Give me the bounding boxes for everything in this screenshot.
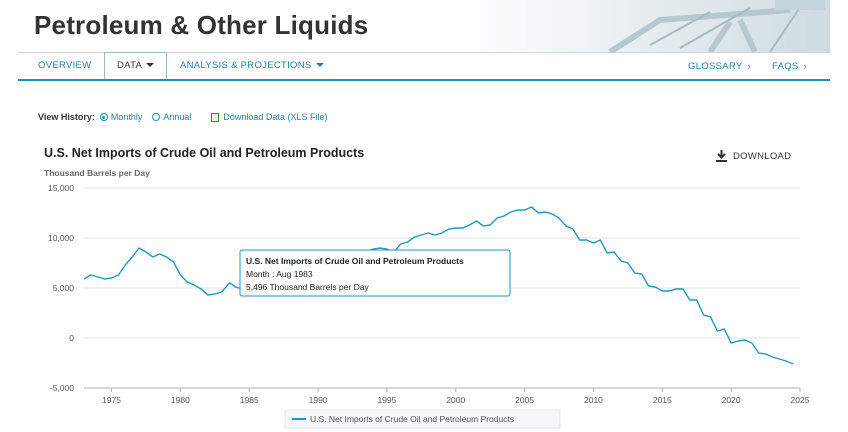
x-tick-label: 1975 — [102, 395, 121, 405]
x-tick-label: 2020 — [722, 395, 741, 405]
legend-box — [284, 409, 561, 429]
x-tick-label: 2015 — [653, 395, 672, 405]
y-tick-label: 15,000 — [48, 183, 74, 193]
y-tick-label: -5,000 — [50, 383, 74, 393]
chevron-right-icon: › — [803, 61, 807, 71]
line-chart: 15,000 10,000 5,000 0 -5,000 1975 1980 1985 199… — [48, 183, 810, 429]
view-history-label: View History: — [38, 112, 95, 122]
tooltip-month: Month : Aug 1983 — [246, 269, 313, 279]
download-button[interactable]: DOWNLOAD — [716, 150, 791, 162]
legend-label: U.S. Net Imports of Crude Oil and Petrol… — [310, 414, 514, 424]
chart-title: U.S. Net Imports of Crude Oil and Petrol… — [44, 146, 365, 160]
x-tick-label: 2000 — [446, 395, 465, 405]
x-tick-label: 2025 — [791, 395, 810, 405]
tooltip-box — [239, 249, 511, 297]
download-xls-link[interactable]: Download Data (XLS File) — [223, 112, 328, 122]
tooltip-title: U.S. Net Imports of Crude Oil and Petrol… — [246, 256, 464, 266]
nav-glossary[interactable]: GLOSSARY › — [688, 53, 751, 79]
nav-glossary-label: GLOSSARY — [688, 61, 743, 72]
nav-faqs-label: FAQS — [772, 61, 799, 72]
chart-unit-label: Thousand Barrels per Day — [44, 168, 150, 178]
monthly-option[interactable]: Monthly — [99, 112, 143, 122]
series-line[interactable] — [83, 206, 794, 365]
download-label: DOWNLOAD — [733, 150, 792, 162]
nav-faqs[interactable]: FAQS › — [772, 53, 807, 79]
spreadsheet-icon — [211, 112, 220, 122]
caret-down-icon — [146, 63, 155, 68]
view-history-row: View History: Monthly Annual Download Da… — [38, 110, 327, 124]
nav-data-label: DATA — [117, 60, 143, 71]
main-nav: OVERVIEW DATA ANALYSIS & PROJECTIONS GLO… — [18, 52, 830, 81]
x-tick-label: 1985 — [240, 395, 259, 405]
site-header: Petroleum & Other Liquids — [18, 0, 830, 52]
x-tick-label: 2005 — [515, 395, 534, 405]
y-tick-label: 0 — [69, 333, 74, 343]
tooltip-value: 5,496 Thousand Barrels per Day — [246, 282, 369, 292]
site-title: Petroleum & Other Liquids — [34, 10, 369, 40]
y-tick-label: 5,000 — [53, 283, 75, 293]
annual-label: Annual — [163, 112, 192, 122]
x-tick-label: 2010 — [584, 395, 603, 405]
oil-rig-graphic — [608, 0, 825, 52]
tooltip: U.S. Net Imports of Crude Oil and Petrol… — [239, 249, 511, 297]
legend[interactable]: U.S. Net Imports of Crude Oil and Petrol… — [284, 409, 561, 429]
download-icon — [716, 150, 727, 162]
nav-overview-label: OVERVIEW — [38, 60, 92, 71]
chevron-right-icon: › — [747, 61, 751, 71]
annual-radio[interactable] — [152, 113, 161, 121]
x-tick-label: 1995 — [377, 395, 396, 405]
nav-data[interactable]: DATA — [104, 52, 168, 79]
monthly-radio[interactable] — [99, 113, 108, 121]
nav-analysis-label: ANALYSIS & PROJECTIONS — [180, 60, 312, 71]
x-tick-label: 1990 — [309, 395, 328, 405]
annual-option[interactable]: Annual — [152, 112, 191, 122]
nav-overview[interactable]: OVERVIEW — [38, 53, 91, 79]
y-tick-label: 10,000 — [48, 233, 74, 243]
nav-analysis-projections[interactable]: ANALYSIS & PROJECTIONS — [180, 53, 324, 79]
x-tick-label: 1980 — [171, 395, 190, 405]
monthly-label: Monthly — [110, 112, 143, 122]
caret-down-icon — [315, 63, 324, 68]
